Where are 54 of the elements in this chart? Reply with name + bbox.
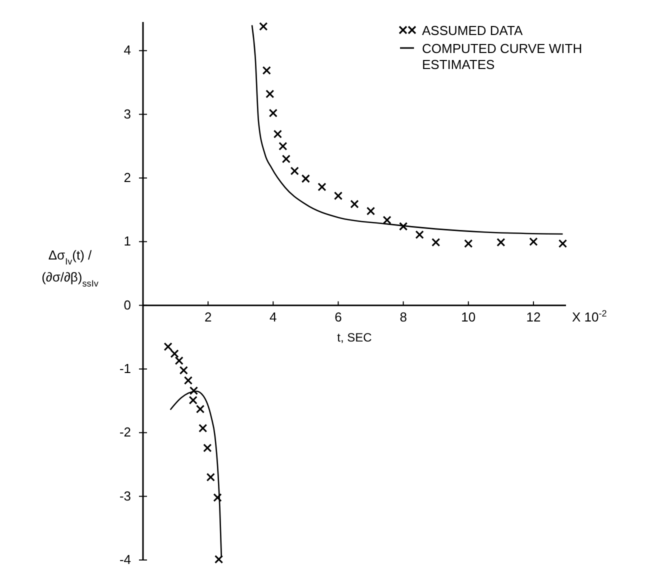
y-tick-label: 3 (124, 106, 131, 122)
y-tick-label: -4 (119, 552, 131, 567)
point (198, 424, 208, 433)
point (529, 237, 538, 246)
point (203, 444, 212, 452)
point (278, 142, 288, 150)
x-tick-label: 8 (400, 309, 407, 324)
point (214, 555, 224, 564)
x-tick-label: 12 (526, 309, 541, 324)
y-tick-label: -1 (119, 360, 131, 376)
x-tick-label: 6 (334, 309, 342, 324)
x-tick-label: 2 (204, 309, 212, 324)
point (464, 239, 473, 248)
point (334, 192, 343, 200)
point (268, 108, 278, 118)
point (382, 216, 392, 224)
point (266, 90, 274, 98)
point (415, 230, 424, 239)
point (432, 238, 440, 247)
point (558, 239, 568, 248)
point (196, 404, 205, 414)
legend-label: ASSUMED DATA (422, 23, 523, 38)
point (273, 130, 282, 138)
y-tick-label: -3 (119, 488, 131, 504)
point (301, 174, 310, 183)
point (164, 342, 172, 352)
point (318, 182, 326, 192)
legend-label: COMPUTED CURVE WITH ESTIMATES (422, 41, 582, 72)
point (399, 222, 408, 231)
point (259, 22, 268, 31)
y-axis-title: Δσ$_{Iv}$(t) / (∂σ/∂β)$_{ssIv}$ (42, 248, 99, 289)
x-axis-title: t, SEC (337, 330, 372, 344)
point (184, 376, 193, 385)
point (170, 349, 179, 358)
point (174, 356, 184, 366)
point (290, 166, 299, 176)
point (213, 493, 222, 502)
point (350, 200, 359, 208)
x-tick-label: 10 (461, 309, 476, 324)
point (366, 206, 376, 216)
y-tick-label: -2 (119, 424, 131, 440)
y-tick-label: 0 (124, 297, 131, 312)
x-tick-label: 4 (270, 309, 277, 324)
point (496, 238, 506, 247)
point (188, 396, 198, 404)
point (189, 386, 198, 395)
y-tick-label: 4 (124, 42, 131, 58)
point (179, 366, 188, 375)
y-tick-label: 2 (124, 170, 131, 185)
point (206, 472, 215, 482)
point (262, 66, 271, 75)
point (282, 154, 290, 164)
y-tick-label: 1 (124, 234, 131, 249)
text: X 10$^{-2}$ (572, 308, 607, 324)
